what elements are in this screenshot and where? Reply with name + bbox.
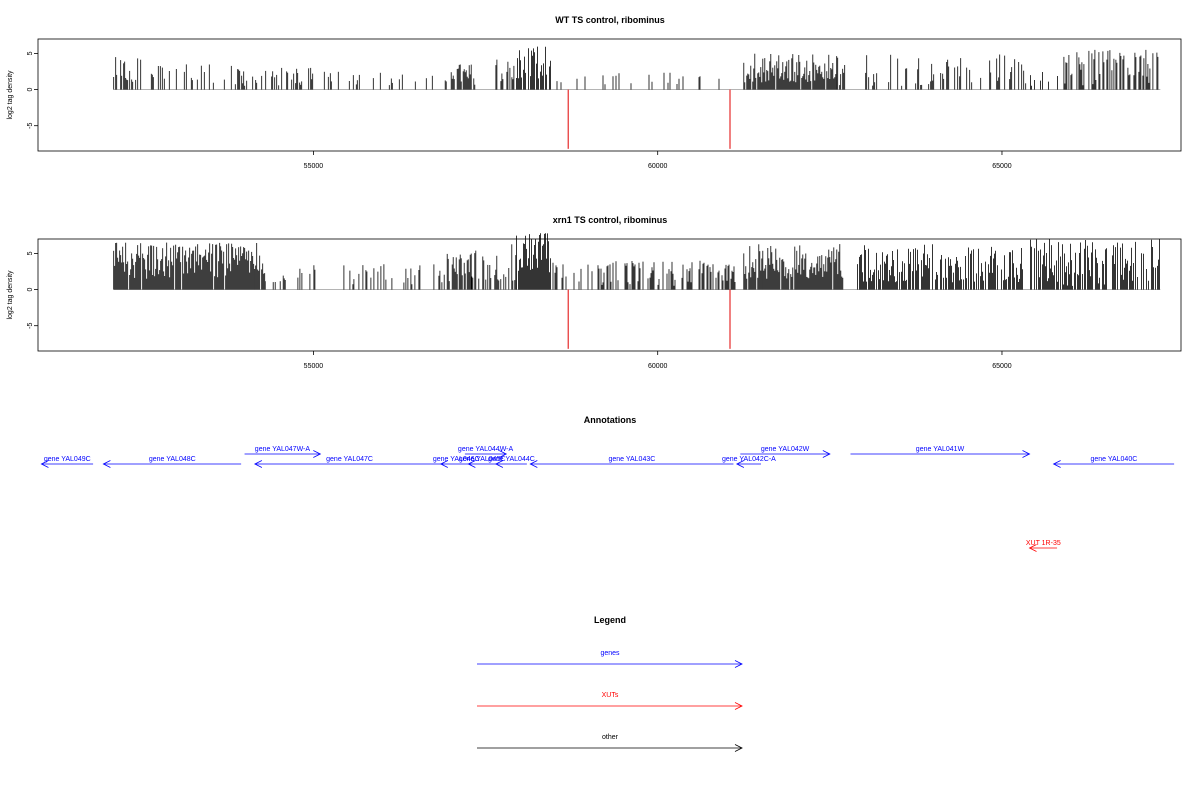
- annotation-arrowhead: [467, 460, 476, 468]
- legend-panel: Legend genes XUTs other: [477, 615, 743, 752]
- annotation-label: gene YAL043C: [608, 456, 655, 463]
- annotation-arrowhead: [313, 450, 322, 458]
- legend-label: genes: [600, 650, 620, 657]
- wt-y-tick-label: -5: [27, 122, 34, 128]
- annotation-feature: gene YAL047C: [254, 456, 445, 468]
- annotation-feature: gene YAL048C: [102, 456, 242, 468]
- annotations-panel: Annotations gene YAL049C gene YAL048Cgene…: [40, 415, 1175, 552]
- annotation-label: gene YAL045C: [459, 456, 506, 463]
- wt-x-tick-label: 65000: [992, 163, 1012, 170]
- annotation-arrowhead: [254, 460, 263, 468]
- wt-x-tick-label: 60000: [648, 163, 668, 170]
- annotation-feature: gene YAL043C: [529, 456, 734, 468]
- wt-plot-frame: [37, 38, 1182, 152]
- annotation-arrowhead: [40, 460, 49, 468]
- wt-axes: -5 0 5 55000 60000 65000: [27, 51, 1012, 170]
- annotation-feature: gene YAL045C: [459, 456, 506, 468]
- annotation-label: gene YAL044C: [488, 456, 535, 463]
- annotation-arrowhead: [1028, 544, 1037, 552]
- xrn1-x-tick-label: 65000: [992, 363, 1012, 370]
- annotation-arrows: gene YAL049C gene YAL048C gene YAL047W-A ge…: [40, 446, 1175, 552]
- annotation-arrowhead: [735, 460, 745, 468]
- xrn1-y-tick-label: 0: [27, 288, 34, 292]
- annotation-feature: gene YAL041W: [850, 446, 1031, 458]
- legend-label: XUTs: [602, 692, 619, 699]
- wt-x-tick-label: 55000: [304, 163, 324, 170]
- legend-item: other: [477, 734, 743, 752]
- wt-bars: [113, 46, 1161, 149]
- annotation-feature: gene YAL049C: [40, 456, 94, 468]
- annotation-feature: gene YAL046C: [433, 456, 480, 468]
- legend-item: genes: [477, 650, 743, 668]
- annotations-title: Annotations: [584, 415, 637, 425]
- annotation-arrowhead: [1052, 460, 1061, 468]
- annotation-label: gene YAL041W: [916, 446, 965, 453]
- annotation-label: XUT 1R-35: [1026, 540, 1061, 547]
- xrn1-x-tick-label: 55000: [304, 363, 324, 370]
- xrn1-y-tick-label: -5: [27, 322, 34, 328]
- xrn1-bars: [113, 233, 1161, 349]
- xrn1-y-axis-label: log2 tag density: [7, 270, 14, 320]
- annotation-feature: XUT 1R-35: [1026, 540, 1061, 552]
- annotation-arrowhead: [1022, 450, 1031, 458]
- annotation-feature: gene YAL042W: [740, 446, 831, 458]
- annotation-arrowhead: [102, 460, 111, 468]
- annotation-label: gene YAL042W: [761, 446, 810, 453]
- annotation-feature: gene YAL047W-A: [244, 446, 322, 458]
- legend-arrowhead: [734, 744, 743, 752]
- annotation-arrowhead: [499, 450, 508, 458]
- xrn1-track-panel: xrn1 TS control, ribominus log2 tag dens…: [7, 215, 1182, 370]
- annotation-feature: gene YAL044W-A: [458, 446, 514, 458]
- legend-title: Legend: [594, 615, 626, 625]
- annotation-label: gene YAL047C: [326, 456, 373, 463]
- annotation-feature: gene YAL040C: [1052, 456, 1175, 468]
- annotation-label: gene YAL044W-A: [458, 446, 514, 453]
- xrn1-track-title: xrn1 TS control, ribominus: [553, 215, 668, 225]
- legend-item: XUTs: [477, 692, 743, 710]
- legend-label: other: [602, 734, 619, 741]
- annotation-arrowhead: [494, 460, 504, 468]
- wt-y-axis-label: log2 tag density: [7, 70, 14, 120]
- annotation-label: gene YAL046C: [433, 456, 480, 463]
- annotation-label: gene YAL040C: [1090, 456, 1137, 463]
- annotation-label: gene YAL048C: [149, 456, 196, 463]
- annotation-arrowhead: [529, 460, 538, 468]
- annotation-label: gene YAL042C-A: [722, 456, 776, 463]
- xrn1-axes: -5 0 5 55000 60000 65000: [27, 251, 1012, 370]
- xrn1-x-tick-label: 60000: [648, 363, 668, 370]
- annotation-arrowhead: [439, 460, 448, 468]
- annotation-feature: gene YAL044C: [488, 456, 535, 468]
- legend-arrowhead: [734, 660, 743, 668]
- xrn1-y-tick-label: 5: [27, 251, 34, 255]
- xrn1-plot-frame: [37, 238, 1182, 352]
- wt-y-tick-label: 5: [27, 51, 34, 55]
- wt-track-title: WT TS control, ribominus: [555, 15, 665, 25]
- annotation-label: gene YAL049C: [44, 456, 91, 463]
- legend-arrowhead: [734, 702, 743, 710]
- wt-track-panel: WT TS control, ribominus log2 tag densit…: [7, 15, 1182, 170]
- annotation-arrowhead: [822, 450, 831, 458]
- annotation-feature: gene YAL042C-A: [722, 456, 776, 468]
- wt-y-tick-label: 0: [27, 88, 34, 92]
- legend-items: genes XUTs other: [477, 650, 743, 752]
- annotation-label: gene YAL047W-A: [255, 446, 311, 453]
